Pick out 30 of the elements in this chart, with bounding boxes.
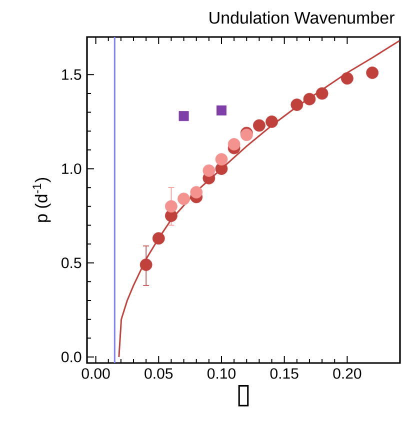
- point: [228, 138, 240, 150]
- y-tick-label: 1.0: [62, 163, 82, 174]
- point: [366, 66, 379, 79]
- y-axis-title: p (d$^{-1}$): [32, 178, 51, 222]
- point: [216, 105, 226, 116]
- point: [303, 92, 316, 106]
- point: [266, 116, 278, 128]
- y-tick-label: 0.5: [62, 258, 82, 268]
- point: [290, 98, 304, 111]
- chart-title: Undulation Wavenumber: [210, 11, 394, 24]
- point: [152, 232, 165, 245]
- point: [340, 72, 354, 85]
- point: [178, 111, 189, 122]
- point: [165, 200, 178, 213]
- x-tick-label: 0.00: [82, 368, 110, 379]
- y-tick-label: 0.0: [62, 352, 82, 362]
- line-series: [118, 40, 400, 358]
- point: [140, 258, 152, 271]
- x-tick-label: 0.10: [207, 368, 236, 379]
- x-tick-label: 0.20: [333, 368, 362, 379]
- x-tick-label: 0.15: [270, 368, 298, 379]
- point: [253, 119, 266, 132]
- point: [202, 164, 216, 177]
- point: [215, 153, 228, 166]
- point: [178, 192, 190, 206]
- point: [190, 186, 203, 198]
- y-tick-label: 1.5: [62, 69, 82, 80]
- x-tick-label: 0.05: [144, 368, 173, 379]
- x-axis-title: ▯: [238, 385, 249, 406]
- point: [316, 87, 328, 100]
